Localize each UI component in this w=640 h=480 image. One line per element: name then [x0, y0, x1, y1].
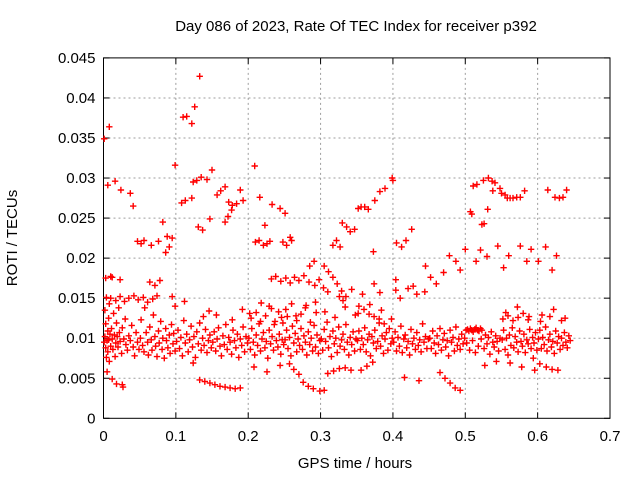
y-tick-label: 0.005: [58, 370, 96, 387]
y-tick-label: 0.02: [66, 250, 95, 267]
axis-ticks: [103, 57, 611, 419]
y-tick-label: 0.01: [66, 330, 95, 347]
y-tick-label: 0.04: [66, 90, 95, 107]
x-tick-label: 0: [99, 428, 107, 445]
y-axis-label: ROTI / TECUs: [4, 190, 21, 286]
x-axis-label: GPS time / hours: [298, 455, 412, 472]
x-tick-label: 0.7: [600, 428, 621, 445]
x-tick-label: 0.5: [455, 428, 476, 445]
y-tick-label: 0.015: [58, 290, 96, 307]
plot-border: [103, 57, 611, 419]
x-tick-label: 0.2: [238, 428, 259, 445]
y-tick-label: 0.025: [58, 210, 96, 227]
x-tick-label: 0.4: [382, 428, 403, 445]
x-tick-labels: 0 0.1 0.2 0.3 0.4 0.5 0.6 0.7: [99, 428, 620, 445]
x-tick-label: 0.6: [527, 428, 548, 445]
y-tick-label: 0: [87, 410, 95, 427]
x-tick-label: 0.3: [310, 428, 331, 445]
scatter-markers: [101, 73, 574, 395]
x-tick-label: 0.1: [165, 428, 186, 445]
chart-title: Day 086 of 2023, Rate Of TEC Index for r…: [175, 18, 537, 35]
y-tick-labels: 0 0.005 0.01 0.015 0.02 0.025 0.03 0.035 0.04 0.0…: [58, 50, 96, 427]
y-tick-label: 0.035: [58, 130, 96, 147]
gridlines: [103, 57, 610, 419]
data-points: [101, 73, 574, 395]
y-tick-label: 0.045: [58, 50, 96, 67]
y-tick-label: 0.03: [66, 170, 95, 187]
